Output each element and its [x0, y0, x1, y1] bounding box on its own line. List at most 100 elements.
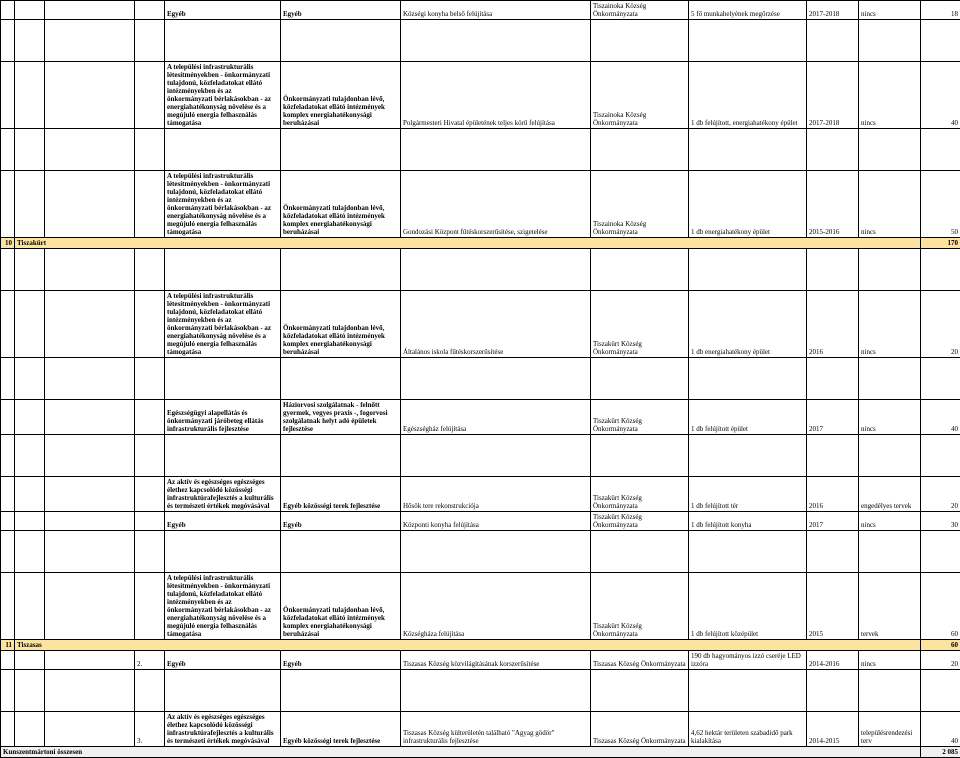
table-cell — [807, 531, 859, 573]
table-cell — [45, 531, 135, 573]
table-cell — [15, 477, 45, 512]
table-cell: nincs — [859, 400, 921, 435]
table-cell — [45, 670, 135, 712]
table-cell — [401, 20, 591, 62]
table-cell — [15, 171, 45, 238]
table-cell — [165, 358, 281, 400]
table-cell: Tiszakürt Község Önkormányzata — [591, 477, 689, 512]
table-cell: Községi konyha belső felújítása — [401, 1, 591, 20]
table-cell — [921, 249, 960, 291]
table-cell: 2017 — [807, 400, 859, 435]
table-cell — [15, 249, 45, 291]
table-cell — [135, 435, 165, 477]
table-cell — [1, 435, 15, 477]
table-cell — [591, 531, 689, 573]
table-cell: Tiszainoka Község Önkormányzata — [591, 62, 689, 129]
table-cell — [1, 573, 15, 640]
table-cell: nincs — [859, 1, 921, 20]
table-cell: Központi konyha felújítása — [401, 512, 591, 531]
table-cell: Tiszasas Község külterületén található "… — [401, 712, 591, 747]
table-cell — [921, 435, 960, 477]
table-cell: Községháza felújítása — [401, 573, 591, 640]
table-cell — [689, 20, 807, 62]
table-row: Egészségügyi alapellátás és önkormányzat… — [1, 400, 960, 435]
table-cell: 1 db felújított középület — [689, 573, 807, 640]
table-cell — [1, 249, 15, 291]
table-cell — [689, 358, 807, 400]
table-cell — [591, 20, 689, 62]
table-cell: Polgármesteri Hivatal épületének teljes … — [401, 62, 591, 129]
table-cell: 2017 — [807, 512, 859, 531]
footer-row: Kunszentmártoni összesen2 085 — [1, 747, 960, 758]
table-cell — [45, 435, 135, 477]
table-cell: 60 — [921, 573, 960, 640]
projects-table: EgyébEgyébKözségi konyha belső felújítás… — [0, 0, 960, 758]
table-cell: Önkormányzati tulajdonban lévő, közfelad… — [281, 291, 401, 358]
table-spacer — [1, 129, 960, 171]
table-cell — [689, 531, 807, 573]
table-cell — [135, 1, 165, 20]
table-row: EgyébEgyébKözségi konyha belső felújítás… — [1, 1, 960, 20]
table-cell: településrendezési terv — [859, 712, 921, 747]
table-cell — [165, 249, 281, 291]
table-cell: Tiszakürt Község Önkormányzata — [591, 400, 689, 435]
table-cell — [859, 670, 921, 712]
table-cell: Tiszasas Község Önkormányzata — [591, 651, 689, 670]
table-cell: 190 db hagyományos izzó cseréje LED izzó… — [689, 651, 807, 670]
table-row: 3.Az aktív és egészséges egészséges élet… — [1, 712, 960, 747]
table-cell: Háziorvosi szolgálatnak - felnőtt gyerme… — [281, 400, 401, 435]
table-cell: 1 db felújított tér — [689, 477, 807, 512]
table-cell — [45, 1, 135, 20]
table-cell — [921, 670, 960, 712]
table-cell: 20 — [921, 477, 960, 512]
table-cell — [1, 531, 15, 573]
table-cell — [135, 400, 165, 435]
table-cell — [591, 435, 689, 477]
table-cell — [689, 435, 807, 477]
table-cell — [689, 670, 807, 712]
table-cell: 20 — [921, 651, 960, 670]
table-cell — [281, 249, 401, 291]
district-row: 10Tiszakürt170 — [1, 238, 960, 249]
table-cell — [15, 712, 45, 747]
table-cell — [15, 651, 45, 670]
table-cell — [15, 400, 45, 435]
table-cell — [591, 358, 689, 400]
table-cell: Tiszakürt Község Önkormányzata — [591, 573, 689, 640]
table-cell: nincs — [859, 62, 921, 129]
table-cell: Egyéb — [165, 1, 281, 20]
table-cell — [135, 171, 165, 238]
table-cell — [135, 129, 165, 171]
table-cell — [281, 670, 401, 712]
table-cell — [15, 435, 45, 477]
table-cell — [135, 670, 165, 712]
table-cell — [859, 20, 921, 62]
table-cell: 20 — [921, 291, 960, 358]
table-cell — [1, 477, 15, 512]
table-cell — [859, 358, 921, 400]
table-cell — [1, 512, 15, 531]
table-cell — [807, 20, 859, 62]
table-cell: engedélyes tervek — [859, 477, 921, 512]
table-cell: 1 db energiahatékony épület — [689, 171, 807, 238]
table-cell: nincs — [859, 291, 921, 358]
table-cell: 40 — [921, 400, 960, 435]
table-cell — [1, 291, 15, 358]
table-cell — [689, 129, 807, 171]
table-cell — [1, 20, 15, 62]
table-cell — [281, 435, 401, 477]
table-cell — [859, 249, 921, 291]
table-cell: 4,62 hektár területen szabadidő park kia… — [689, 712, 807, 747]
table-cell — [1, 171, 15, 238]
table-cell — [45, 62, 135, 129]
table-cell: 2015 — [807, 573, 859, 640]
table-cell: 40 — [921, 62, 960, 129]
district-row: 11Tiszasas60 — [1, 640, 960, 651]
table-cell: Tiszainoka Község Önkormányzata — [591, 171, 689, 238]
table-row: EgyébEgyébKözponti konyha felújításaTisz… — [1, 512, 960, 531]
table-cell — [45, 171, 135, 238]
table-cell: 170 — [921, 238, 960, 249]
table-cell — [165, 20, 281, 62]
table-cell: Egyéb — [281, 1, 401, 20]
table-cell: 2016 — [807, 291, 859, 358]
